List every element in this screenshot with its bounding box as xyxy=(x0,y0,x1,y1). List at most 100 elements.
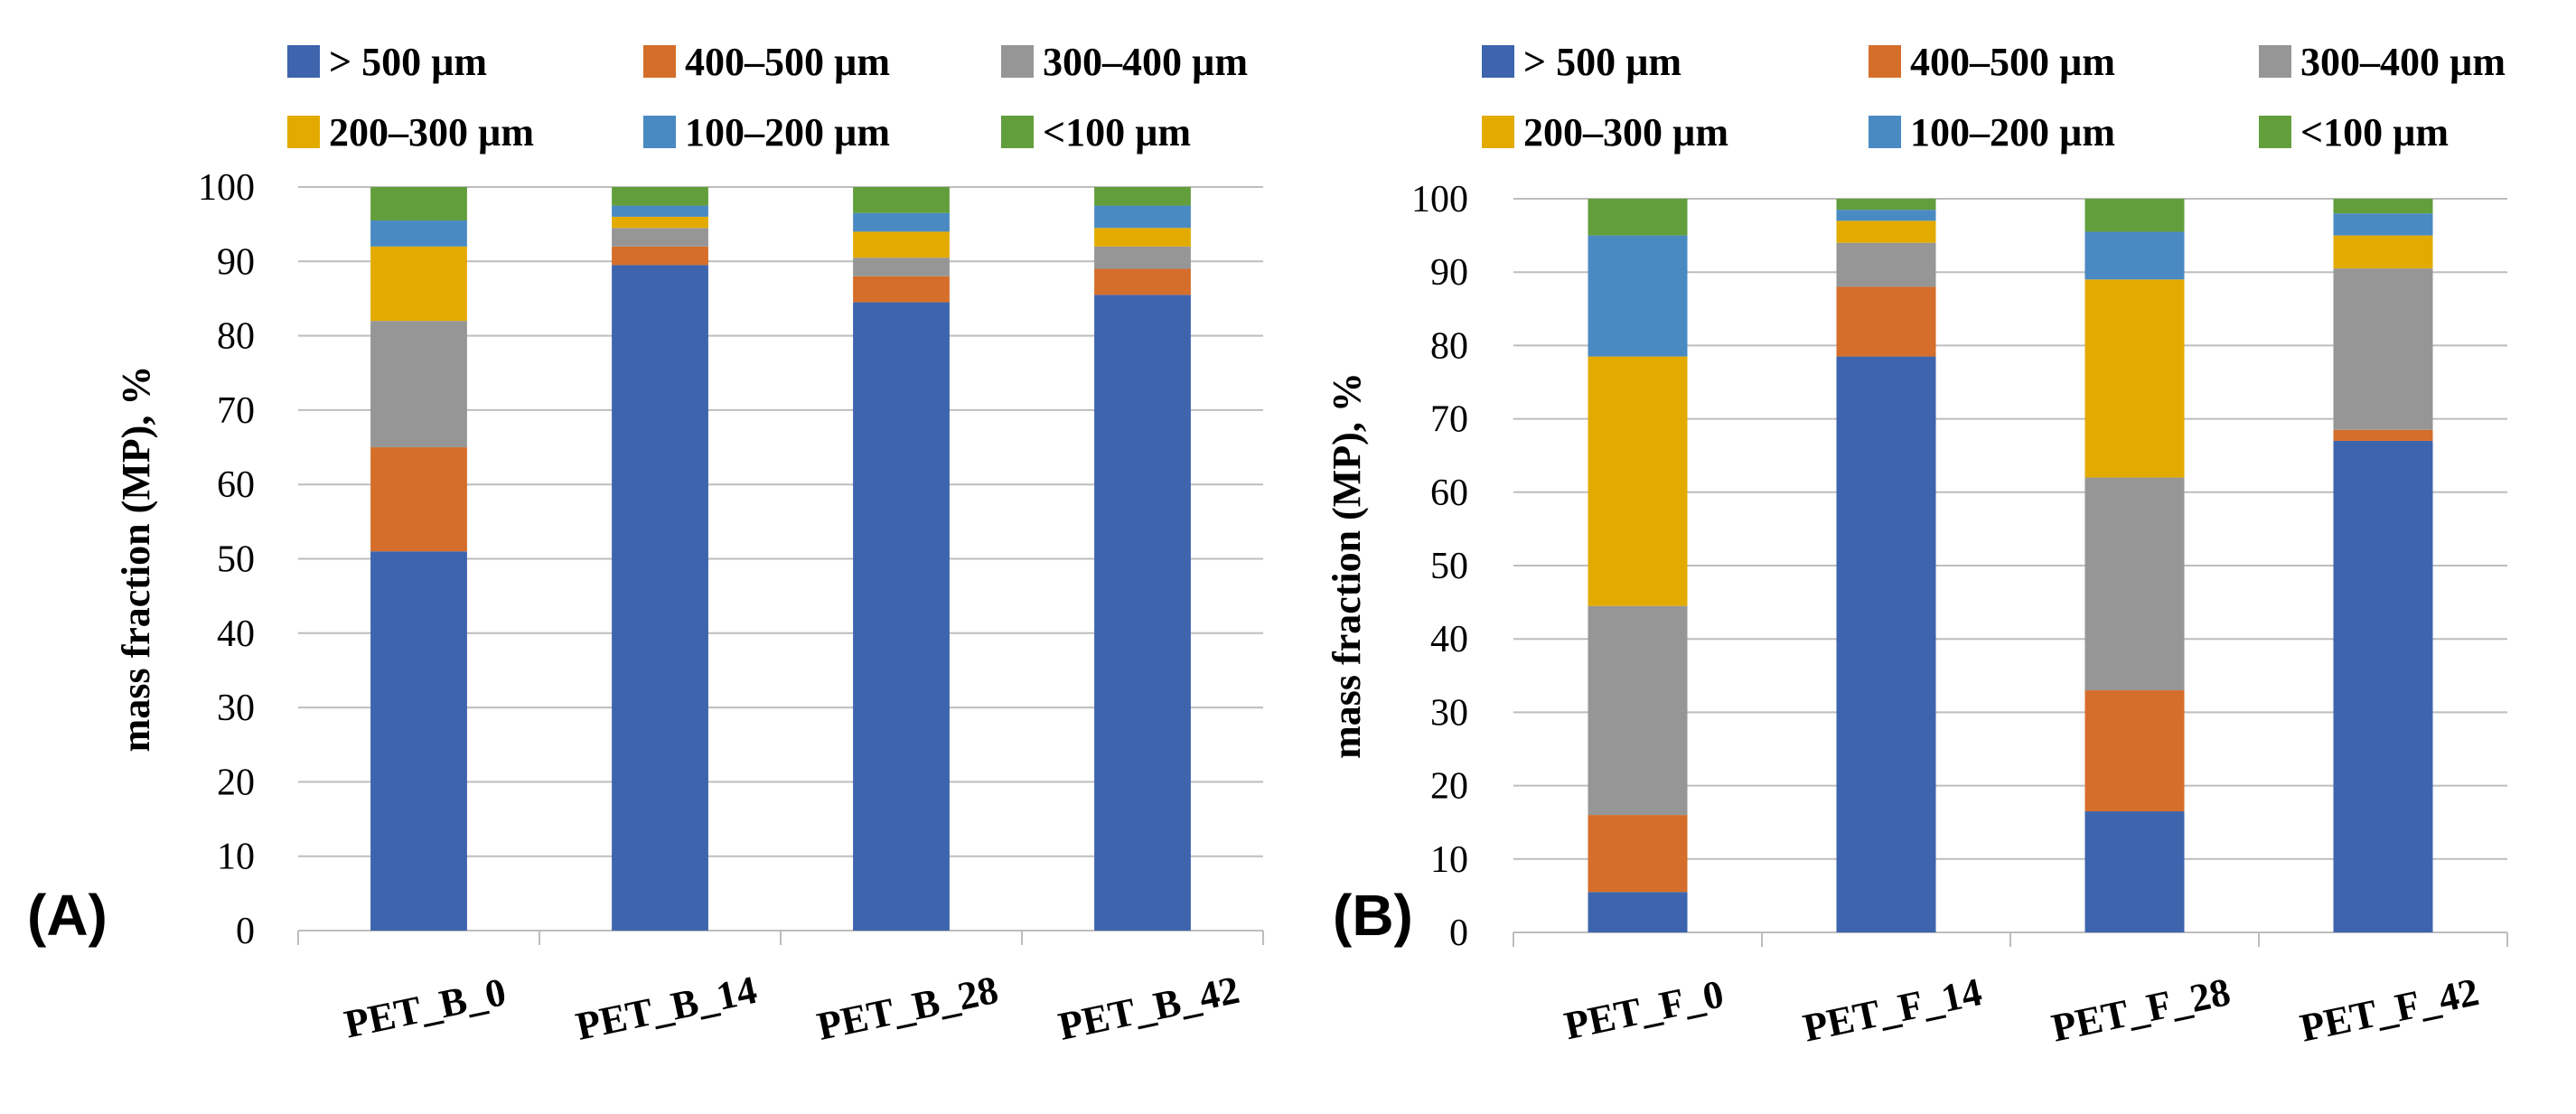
y-tick-label: 90 xyxy=(1430,252,1468,294)
bar-segment-400_500-pet_b_14 xyxy=(612,246,708,266)
bar-segment-300_400-pet_f_0 xyxy=(1588,605,1688,816)
y-tick-label: 50 xyxy=(1430,546,1468,587)
bar-segment-gt500-pet_b_14 xyxy=(612,265,708,931)
bar-segment-gt500-pet_f_28 xyxy=(2084,811,2185,932)
y-tick-label: 20 xyxy=(217,762,255,803)
y-tick-label: 10 xyxy=(217,837,255,878)
y-tick-label: 30 xyxy=(217,688,255,729)
panel-label: (B) xyxy=(1333,883,1413,948)
legend-swatch-400_500 xyxy=(643,45,676,78)
legend-label-400_500: 400–500 µm xyxy=(1910,40,2115,84)
y-tick-label: 70 xyxy=(217,390,255,432)
y-tick-label: 70 xyxy=(1430,399,1468,441)
legend-label-100_200: 100–200 µm xyxy=(685,110,890,154)
legend-label-gt500: > 500 µm xyxy=(1523,40,1681,84)
y-tick-label: 40 xyxy=(1430,619,1468,660)
panel-label: (A) xyxy=(27,883,108,948)
legend-swatch-200_300 xyxy=(287,116,320,148)
bar-segment-400_500-pet_f_14 xyxy=(1836,286,1936,357)
bar-segment-300_400-pet_b_14 xyxy=(612,228,708,247)
legend-swatch-300_400 xyxy=(1001,45,1034,78)
bar-segment-400_500-pet_b_0 xyxy=(370,447,467,552)
y-axis-label: mass fraction (MP), % xyxy=(114,366,158,753)
legend-label-200_300: 200–300 µm xyxy=(1523,110,1728,154)
bar-segment-300_400-pet_f_42 xyxy=(2333,268,2433,430)
legend-swatch-lt100 xyxy=(1001,116,1034,148)
x-category-label: PET_B_14 xyxy=(572,968,761,1049)
bar-segment-200_300-pet_f_0 xyxy=(1588,356,1688,606)
bar-segment-300_400-pet_f_28 xyxy=(2084,477,2185,691)
bar-segment-gt500-pet_b_0 xyxy=(370,551,467,931)
bar-segment-lt100-pet_b_42 xyxy=(1094,187,1191,206)
bar-segment-gt500-pet_f_0 xyxy=(1588,892,1688,932)
x-category-label: PET_F_0 xyxy=(1560,971,1728,1048)
y-tick-label: 0 xyxy=(1449,913,1468,954)
legend-label-lt100: <100 µm xyxy=(2300,110,2449,154)
y-tick-label: 20 xyxy=(1430,766,1468,808)
y-tick-label: 10 xyxy=(1430,839,1468,881)
legend-label-400_500: 400–500 µm xyxy=(685,40,890,84)
legend-swatch-100_200 xyxy=(643,116,676,148)
bar-segment-100_200-pet_f_42 xyxy=(2333,213,2433,236)
bar-segment-lt100-pet_f_0 xyxy=(1588,199,1688,236)
x-category-label: PET_F_28 xyxy=(2047,969,2234,1051)
legend-label-300_400: 300–400 µm xyxy=(1043,40,1248,84)
bar-segment-300_400-pet_f_14 xyxy=(1836,242,1936,287)
legend-label-gt500: > 500 µm xyxy=(329,40,487,84)
bar-segment-200_300-pet_b_28 xyxy=(853,231,950,258)
bar-segment-gt500-pet_b_42 xyxy=(1094,295,1191,931)
bar-segment-400_500-pet_b_42 xyxy=(1094,268,1191,295)
bar-segment-lt100-pet_b_14 xyxy=(612,187,708,206)
legend-swatch-lt100 xyxy=(2259,116,2291,148)
y-tick-label: 40 xyxy=(217,613,255,655)
bar-segment-200_300-pet_b_0 xyxy=(370,246,467,322)
bar-segment-lt100-pet_b_0 xyxy=(370,187,467,221)
y-tick-label: 50 xyxy=(217,539,255,581)
y-axis-label: mass fraction (MP), % xyxy=(1325,372,1369,759)
x-category-label: PET_B_0 xyxy=(341,969,510,1047)
x-category-label: PET_F_42 xyxy=(2296,969,2482,1051)
legend-swatch-300_400 xyxy=(2259,45,2291,78)
bar-segment-100_200-pet_f_14 xyxy=(1836,210,1936,221)
bar-segment-200_300-pet_f_42 xyxy=(2333,235,2433,269)
bar-segment-400_500-pet_f_42 xyxy=(2333,429,2433,441)
bar-segment-lt100-pet_f_42 xyxy=(2333,199,2433,214)
bar-segment-100_200-pet_b_28 xyxy=(853,212,950,232)
y-tick-label: 100 xyxy=(198,167,255,209)
bar-segment-gt500-pet_f_42 xyxy=(2333,440,2433,933)
legend-swatch-100_200 xyxy=(1869,116,1901,148)
bar-segment-100_200-pet_f_0 xyxy=(1588,235,1688,357)
bar-segment-200_300-pet_b_14 xyxy=(612,216,708,229)
y-tick-label: 100 xyxy=(1411,179,1468,220)
y-tick-label: 60 xyxy=(217,464,255,506)
bar-segment-400_500-pet_f_0 xyxy=(1588,815,1688,893)
legend-label-lt100: <100 µm xyxy=(1043,110,1191,154)
x-category-label: PET_F_14 xyxy=(1799,969,1985,1051)
bar-segment-100_200-pet_b_42 xyxy=(1094,205,1191,229)
y-tick-label: 80 xyxy=(217,316,255,358)
y-tick-label: 80 xyxy=(1430,325,1468,367)
bar-segment-100_200-pet_f_28 xyxy=(2084,231,2185,280)
y-tick-label: 0 xyxy=(236,911,255,952)
y-tick-label: 30 xyxy=(1430,692,1468,734)
chart-panel-b: 0 10 20 30 40 50 60 70 80 90 100 PET_F_0 PET_F_14 PET… xyxy=(1325,40,2508,1051)
bar-segment-lt100-pet_b_28 xyxy=(853,187,950,213)
bar-segment-lt100-pet_f_14 xyxy=(1836,199,1936,211)
bar-segment-400_500-pet_f_28 xyxy=(2084,690,2185,812)
legend-swatch-gt500 xyxy=(1482,45,1514,78)
bar-segment-300_400-pet_b_28 xyxy=(853,257,950,276)
legend-swatch-200_300 xyxy=(1482,116,1514,148)
y-tick-label: 90 xyxy=(217,241,255,283)
bar-segment-gt500-pet_f_14 xyxy=(1836,356,1936,933)
bar-segment-400_500-pet_b_28 xyxy=(853,276,950,303)
bar-segment-200_300-pet_f_14 xyxy=(1836,220,1936,243)
chart-panel-a: 0 10 20 30 40 50 60 70 80 90 100 PET_B_0 PET_B_14 PET… xyxy=(27,40,1264,1049)
bar-segment-lt100-pet_f_28 xyxy=(2084,199,2185,232)
bar-segment-200_300-pet_b_42 xyxy=(1094,228,1191,247)
bar-segment-100_200-pet_b_14 xyxy=(612,205,708,217)
bar-segment-gt500-pet_b_28 xyxy=(853,302,950,931)
x-category-label: PET_B_42 xyxy=(1054,968,1243,1049)
bar-segment-300_400-pet_b_42 xyxy=(1094,246,1191,269)
legend-label-200_300: 200–300 µm xyxy=(329,110,534,154)
